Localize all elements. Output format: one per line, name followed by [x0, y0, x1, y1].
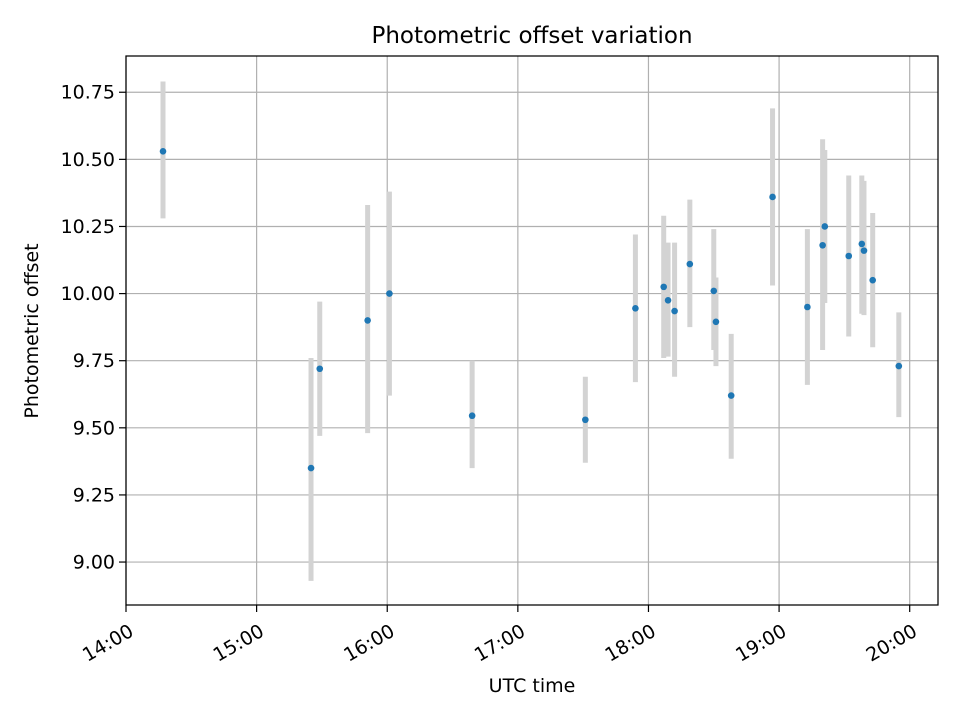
data-point	[159, 148, 167, 155]
y-tick-label: 10.75	[61, 82, 115, 104]
data-point	[671, 307, 678, 315]
data-point	[660, 283, 668, 291]
y-tick-label: 9.50	[73, 417, 115, 439]
data-point	[664, 296, 672, 304]
data-point	[727, 392, 735, 399]
y-tick-label: 9.25	[73, 484, 115, 506]
y-tick-label: 9.75	[73, 350, 115, 372]
chart-title: Photometric offset variation	[371, 23, 692, 49]
data-point	[710, 287, 718, 295]
data-point	[804, 303, 811, 311]
y-axis-label: Photometric offset	[21, 243, 43, 418]
y-tick-label: 9.00	[73, 552, 115, 574]
point-layer	[159, 148, 903, 472]
data-point	[869, 276, 876, 284]
data-point	[895, 362, 903, 370]
data-point	[307, 464, 315, 472]
data-point	[860, 247, 868, 254]
x-axis-label: UTC time	[489, 675, 576, 697]
data-point	[632, 305, 639, 312]
plot-frame	[125, 55, 939, 606]
y-tick-label: 10.50	[61, 149, 115, 171]
y-tick-label: 10.00	[61, 283, 115, 305]
y-tick-label: 10.25	[61, 216, 115, 238]
data-point	[582, 416, 589, 424]
data-point	[712, 318, 720, 326]
data-point	[386, 290, 393, 297]
data-point	[821, 223, 829, 230]
data-point	[468, 412, 476, 420]
grid-layer	[125, 56, 938, 605]
data-point	[364, 317, 371, 324]
data-point	[686, 260, 694, 268]
data-point	[316, 365, 324, 373]
data-point	[845, 252, 853, 260]
data-point	[819, 241, 826, 249]
data-point	[769, 193, 776, 201]
data-point	[858, 240, 866, 248]
